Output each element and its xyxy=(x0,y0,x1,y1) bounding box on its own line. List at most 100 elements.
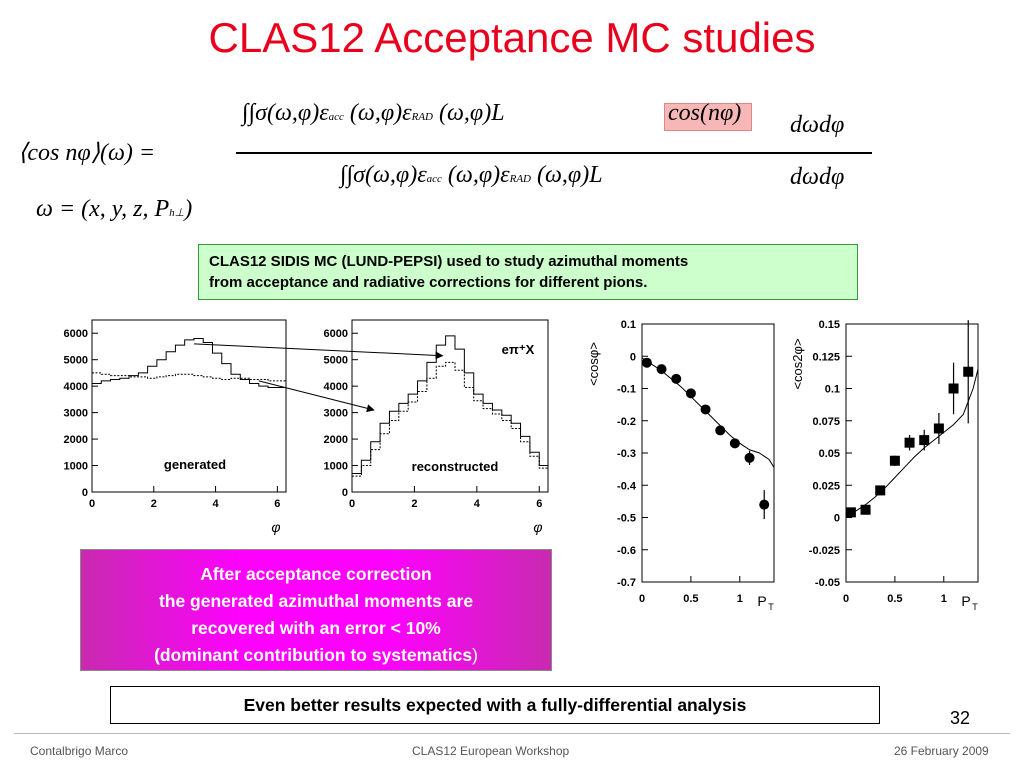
plot-frame xyxy=(351,319,549,493)
omega-definition: ω = (x, y, z, Ph⊥) xyxy=(36,196,192,223)
conclusion-line-1: After acceptance correction xyxy=(200,564,432,584)
y-tick-label: -0.3 xyxy=(617,448,636,460)
fit-curve xyxy=(845,369,979,516)
conclusion-line-3: recovered with an error < 10% xyxy=(191,618,441,638)
y-tick-label: -0.1 xyxy=(617,384,636,396)
footer-author: Contalbrigo Marco xyxy=(30,744,129,758)
y-axis-label: <cos2φ> xyxy=(790,338,805,389)
formula-lhs: ⟨cos nφ⟩(ω) = xyxy=(18,140,156,166)
denominator-measure: dωdφ xyxy=(790,164,845,190)
data-point xyxy=(641,357,652,368)
numerator-end: (ω,φ)L xyxy=(438,100,505,126)
x-axis-label-sub: T xyxy=(972,602,978,612)
y-tick-label: -0.7 xyxy=(617,577,636,589)
x-tick-label: 0 xyxy=(639,593,645,605)
x-tick-label: 4 xyxy=(474,498,481,510)
plot-frame xyxy=(845,323,979,583)
y-tick-label: 3000 xyxy=(64,408,88,420)
y-tick-label: -0.025 xyxy=(809,545,840,557)
x-tick-label: 4 xyxy=(213,498,220,510)
cos-term-highlight xyxy=(664,103,752,131)
histogram-generated: 0 1000 2000 3000 4000 5000 6000 0 2 4 6 φ generated xyxy=(64,319,287,535)
x-tick-label: 2 xyxy=(411,498,417,510)
denominator-sub-rad: RAD xyxy=(509,173,531,185)
data-point xyxy=(671,373,682,384)
arrow-generated-peak xyxy=(193,343,444,360)
y-tick-label: 0 xyxy=(342,487,348,499)
fraction-line xyxy=(236,152,872,154)
data-point xyxy=(919,435,930,446)
data-point xyxy=(715,425,726,436)
data-point xyxy=(700,404,711,415)
conclusion-line-2: the generated azimuthal moments are xyxy=(158,591,474,611)
plot-frame xyxy=(91,319,287,493)
histogram-label: generated xyxy=(164,457,226,472)
y-tick-label: 0.075 xyxy=(812,416,840,428)
denominator-integrand: ∫∫σ(ω,φ)ε xyxy=(340,162,427,188)
y-tick-label: -0.6 xyxy=(617,545,636,557)
numerator-mid: (ω,φ)ε xyxy=(349,100,412,126)
numerator-integrand: ∫∫σ(ω,φ)ε xyxy=(242,100,329,126)
data-point xyxy=(685,388,696,399)
x-tick-label: 0.5 xyxy=(887,593,902,605)
plot-frame xyxy=(641,323,775,583)
fit-curve xyxy=(641,357,775,468)
x-axis-label: P xyxy=(961,593,970,609)
data-point xyxy=(889,455,900,466)
data-point xyxy=(729,438,740,449)
scatter-cos-phi: 0.10-0.1-0.2-0.3-0.4-0.5-0.6-0.70 0.5 1<co… xyxy=(586,319,775,612)
x-tick-label: 6 xyxy=(274,498,280,510)
data-point xyxy=(904,437,915,448)
y-tick-label: 0 xyxy=(630,351,636,363)
series-secondary xyxy=(92,372,286,382)
series-secondary xyxy=(352,361,548,477)
formula-denominator: ∫∫σ(ω,φ)εacc (ω,φ)εRAD (ω,φ)L xyxy=(340,162,603,189)
histogram-label: reconstructed xyxy=(412,459,499,474)
y-tick-label: 4000 xyxy=(324,381,348,393)
y-tick-label: 6000 xyxy=(64,328,88,340)
series-primary xyxy=(352,335,548,474)
cos-term: cos(nφ) xyxy=(668,100,742,126)
y-tick-label: 0.1 xyxy=(825,384,840,396)
y-tick-label: 0.15 xyxy=(819,319,840,331)
y-tick-label: 0.125 xyxy=(812,351,840,363)
data-point xyxy=(948,383,959,394)
x-tick-label: 2 xyxy=(151,498,157,510)
y-tick-label: 0.05 xyxy=(819,448,840,460)
y-tick-label: 3000 xyxy=(324,408,348,420)
page-number: 32 xyxy=(949,708,970,728)
data-point xyxy=(963,366,974,377)
data-point xyxy=(656,364,667,375)
outlook-box: Even better results expected with a full… xyxy=(110,686,880,724)
reaction-label: eπ⁺X xyxy=(502,342,535,357)
y-tick-label: 5000 xyxy=(64,355,88,367)
data-point xyxy=(845,507,856,518)
x-axis-label: P xyxy=(757,593,766,609)
conclusion-line-4: (dominant contribution to systematics) xyxy=(81,642,551,669)
y-tick-label: 0 xyxy=(834,513,840,525)
omega-def-text: ω = (x, y, z, P xyxy=(36,196,170,222)
y-tick-label: 4000 xyxy=(64,381,88,393)
x-tick-label: 0.5 xyxy=(683,593,698,605)
y-tick-label: -0.4 xyxy=(617,480,637,492)
y-tick-label: 1000 xyxy=(324,461,348,473)
denominator-end: (ω,φ)L xyxy=(536,162,603,188)
x-tick-label: 0 xyxy=(349,498,355,510)
y-tick-label: -0.5 xyxy=(617,513,636,525)
y-tick-label: 5000 xyxy=(324,355,348,367)
footer-divider xyxy=(14,733,1010,734)
x-tick-label: 1 xyxy=(941,593,947,605)
y-axis-label: <cosφ> xyxy=(586,342,601,386)
x-axis-label: φ xyxy=(271,519,280,535)
formula-numerator: ∫∫σ(ω,φ)εacc (ω,φ)εRAD (ω,φ)L xyxy=(242,100,505,127)
x-tick-label: 6 xyxy=(536,498,542,510)
data-point xyxy=(933,423,944,434)
y-tick-label: 6000 xyxy=(324,328,348,340)
data-point xyxy=(744,452,755,463)
numerator-sub-acc: acc xyxy=(328,111,344,123)
series-primary xyxy=(92,338,286,388)
conclusion-box: After acceptance correction the generate… xyxy=(80,549,552,671)
footer-event: CLAS12 European Workshop xyxy=(412,744,570,758)
omega-def-close: ) xyxy=(184,196,193,222)
y-tick-label: 0.1 xyxy=(621,319,636,331)
